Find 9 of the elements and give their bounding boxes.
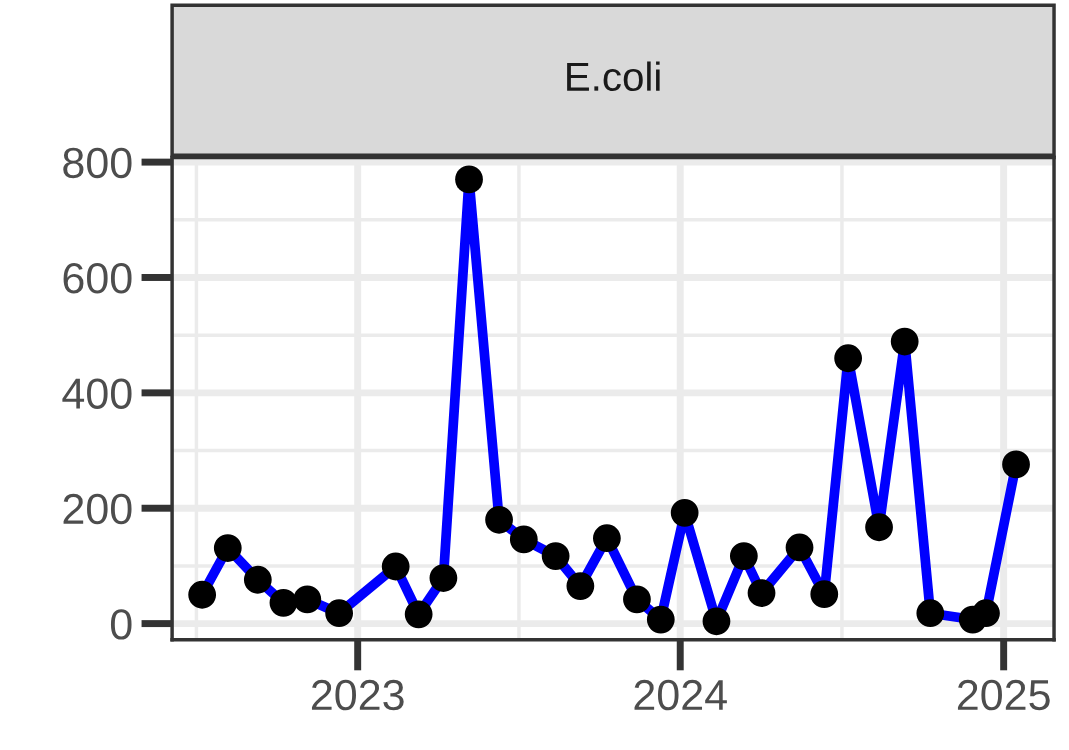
y-tick-label: 400 (62, 378, 132, 409)
y-tick-label: 800 (63, 147, 132, 179)
y-tick-label: 600 (63, 263, 132, 294)
x-tick-label: 2024 (634, 679, 727, 711)
x-tick-label: 2023 (311, 679, 404, 711)
y-tick-label: 0 (110, 609, 132, 640)
chart-title: E.coli (567, 61, 660, 92)
x-tick-label: 2025 (957, 679, 1050, 711)
y-tick-label: 200 (63, 493, 132, 525)
